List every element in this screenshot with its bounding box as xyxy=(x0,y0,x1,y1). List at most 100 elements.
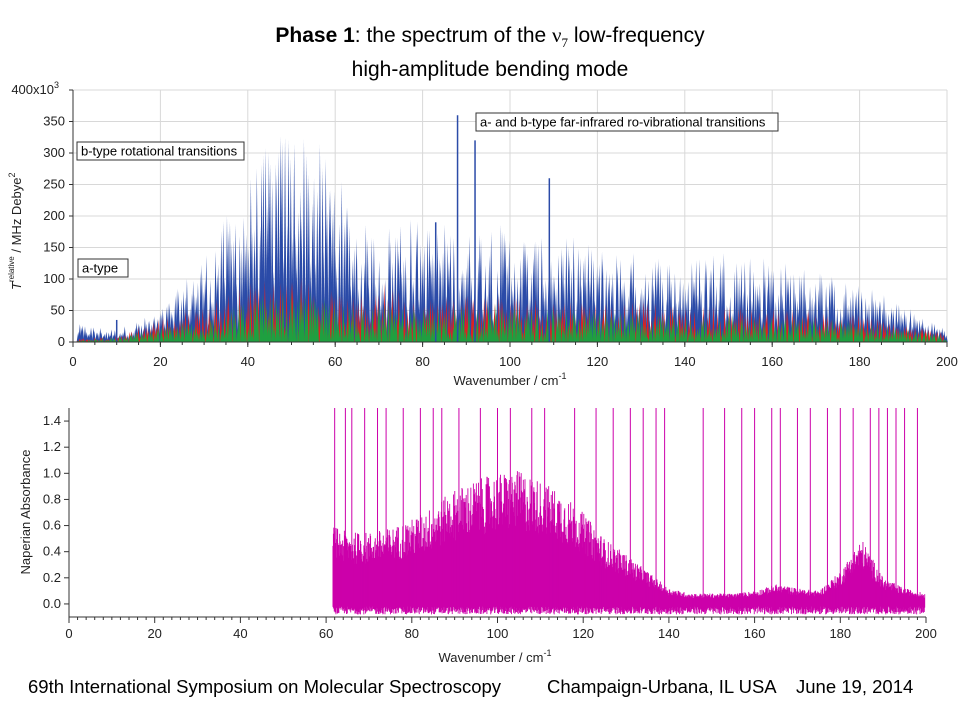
title-rest: : the spectrum of the xyxy=(354,24,553,47)
top-spectral-line xyxy=(490,317,494,342)
top-spectral-line xyxy=(801,331,805,342)
bottom-y-tick-label: 0.6 xyxy=(43,518,61,533)
top-spectral-line xyxy=(589,249,593,342)
top-spectral-line xyxy=(615,320,619,342)
top-spectral-line xyxy=(413,310,417,342)
top-spectral-line xyxy=(293,305,297,342)
top-spectral-line xyxy=(778,325,781,342)
bottom-y-tick-label: 1.4 xyxy=(43,413,61,428)
top-spectral-line xyxy=(815,323,819,342)
top-spectral-line xyxy=(89,327,93,342)
top-spectral-line xyxy=(507,240,511,342)
top-spectral-line xyxy=(655,323,658,342)
top-x-tick-label: 160 xyxy=(761,354,783,369)
top-spectral-line xyxy=(263,300,266,342)
top-spectral-line xyxy=(460,306,463,342)
top-spectral-line xyxy=(708,325,711,342)
top-spectral-line xyxy=(279,308,282,342)
top-spectral-line xyxy=(443,224,447,342)
top-spectral-line xyxy=(451,300,455,342)
top-spectral-line xyxy=(306,303,309,342)
top-spectral-line xyxy=(345,320,348,342)
top-spectral-line xyxy=(268,163,272,342)
top-spectral-line xyxy=(787,324,790,342)
top-spectral-line xyxy=(577,317,580,342)
top-spectral-line xyxy=(799,317,803,342)
top-spectral-line xyxy=(896,331,900,342)
top-spectral-line xyxy=(558,308,562,342)
top-spectral-line xyxy=(331,310,334,342)
top-spectral-line xyxy=(519,319,523,342)
bottom-x-tick-label: 160 xyxy=(744,626,766,641)
top-spectral-line xyxy=(372,238,376,342)
top-spectral-line xyxy=(929,334,933,342)
top-spectral-line xyxy=(304,294,307,342)
top-spectral-line xyxy=(462,306,465,342)
top-spectral-line xyxy=(220,329,223,342)
top-spectral-line xyxy=(805,327,809,342)
top-spectral-line xyxy=(745,325,749,342)
bottom-series-absorbance xyxy=(332,408,926,615)
top-spectral-line xyxy=(640,319,644,342)
top-spectral-line xyxy=(261,293,264,342)
top-spectral-line xyxy=(225,313,228,342)
top-spectral-line xyxy=(788,330,792,342)
title-nu-symbol: ν7 xyxy=(552,23,569,51)
top-spectral-line xyxy=(704,320,708,342)
bottom-y-tick-label: 1.2 xyxy=(43,439,61,454)
top-spectral-line xyxy=(743,325,747,342)
footer-location: Champaign-Urbana, IL USA xyxy=(547,676,777,697)
top-spectral-line xyxy=(579,325,583,342)
top-spectral-line xyxy=(582,313,585,342)
top-series-0 xyxy=(76,136,948,342)
top-spectral-line xyxy=(513,305,517,342)
top-spectral-line xyxy=(689,319,693,342)
top-spectral-line xyxy=(487,303,490,342)
top-spectral-line xyxy=(733,271,737,342)
top-spectral-line xyxy=(596,324,599,342)
top-spectral-line xyxy=(130,334,133,342)
top-spectral-line xyxy=(828,328,831,342)
top-spectral-line xyxy=(438,317,442,342)
top-spectral-line xyxy=(298,291,302,342)
title-line-1: Phase 1: the spectrum of the ν7 low-freq… xyxy=(0,22,960,56)
top-spectral-line xyxy=(499,309,502,342)
top-spectral-line xyxy=(378,306,382,342)
top-spectral-line xyxy=(633,321,636,342)
top-spectral-line xyxy=(860,326,864,342)
top-spectral-line xyxy=(337,224,341,342)
top-spectral-line xyxy=(432,259,436,342)
top-spectral-line xyxy=(169,326,173,342)
top-spectral-line xyxy=(296,299,299,342)
top-spectral-line xyxy=(499,224,503,342)
top-spectral-line xyxy=(476,309,479,342)
top-spectral-line xyxy=(565,310,568,342)
top-spectral-line xyxy=(735,321,738,342)
top-spectral-line xyxy=(374,327,378,342)
top-spectral-line xyxy=(681,323,685,342)
top-spectral-line xyxy=(923,331,926,342)
top-x-tick-label: 120 xyxy=(587,354,609,369)
top-spectral-line xyxy=(832,326,836,342)
top-spectral-line xyxy=(464,331,467,342)
top-spectral-line xyxy=(222,317,225,342)
top-x-tick-label: 60 xyxy=(328,354,342,369)
bottom-x-tick-label: 120 xyxy=(572,626,594,641)
top-x-tick-label: 100 xyxy=(499,354,521,369)
top-spectral-line xyxy=(598,310,601,342)
top-spectral-line xyxy=(229,308,233,342)
top-spectral-line xyxy=(904,333,907,342)
top-x-tick-label: 80 xyxy=(415,354,429,369)
top-spectral-line xyxy=(216,264,220,342)
top-spectral-line xyxy=(635,313,639,342)
top-spectral-line xyxy=(261,155,265,342)
top-spectral-line xyxy=(613,312,616,342)
top-spectral-line xyxy=(478,330,482,342)
top-y-axis-label: Trelative / MHz Debye2 xyxy=(7,172,24,290)
top-spectral-line xyxy=(87,339,90,342)
top-spectral-line xyxy=(357,331,361,342)
top-spectral-line xyxy=(803,332,807,342)
top-spectral-line xyxy=(711,255,716,342)
top-x-tick-label: 140 xyxy=(674,354,696,369)
top-spectral-line xyxy=(142,335,146,342)
